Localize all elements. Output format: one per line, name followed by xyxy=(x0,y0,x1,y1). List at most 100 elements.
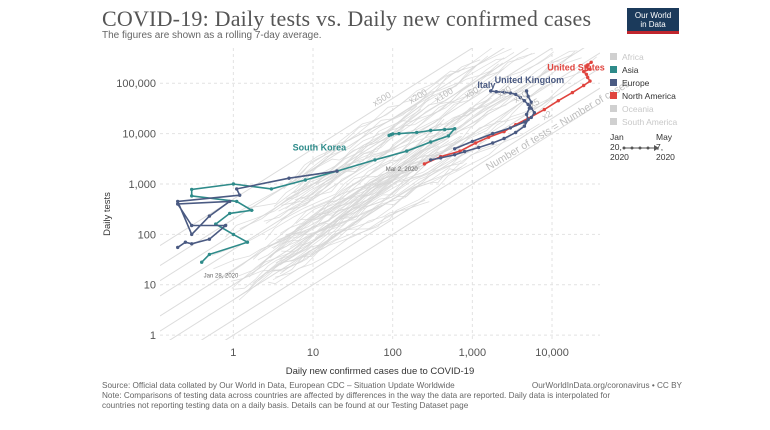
series-point xyxy=(443,127,447,132)
y-tick-label: 100 xyxy=(138,229,156,241)
x-tick-label: 100 xyxy=(384,347,402,359)
series-point xyxy=(522,120,527,124)
ratio-line xyxy=(224,102,600,340)
series-point xyxy=(238,193,242,197)
series-point xyxy=(231,232,236,237)
series-point xyxy=(303,178,307,182)
series-point xyxy=(235,187,239,191)
background-country-line xyxy=(236,95,427,213)
series-point xyxy=(207,237,212,241)
background-country-line xyxy=(231,155,437,282)
legend-item-oceania[interactable]: Oceania xyxy=(610,102,677,115)
background-country-line xyxy=(291,48,512,206)
ratio-line-label: x2 xyxy=(540,109,553,122)
series-point xyxy=(491,141,495,145)
background-country-line xyxy=(248,159,443,278)
series-point xyxy=(524,112,529,117)
series-point xyxy=(542,107,546,112)
series-point xyxy=(269,187,274,191)
legend-swatch xyxy=(610,66,617,73)
background-country-lines xyxy=(211,48,597,301)
x-tick-label: 1,000 xyxy=(459,347,487,359)
series-point xyxy=(489,89,493,93)
series-point xyxy=(397,131,401,136)
time-start-year: 2020 xyxy=(610,152,629,162)
y-tick-label: 1,000 xyxy=(128,179,156,191)
series-line[interactable] xyxy=(454,90,536,150)
legend-label: South America xyxy=(622,116,678,127)
grid-lines xyxy=(160,48,600,340)
chart-title: COVID-19: Daily tests vs. Daily new conf… xyxy=(102,6,592,31)
background-country-line xyxy=(258,123,540,268)
ratio-line-label: x5 xyxy=(528,96,541,109)
series-point xyxy=(582,83,586,88)
legend-item-europe[interactable]: Europe xyxy=(610,76,677,89)
series-point xyxy=(458,149,462,153)
series-point xyxy=(532,111,537,115)
legend-item-north-america[interactable]: North America xyxy=(610,89,677,102)
series-point xyxy=(429,128,433,133)
owid-logo[interactable]: Our World in Data xyxy=(627,8,679,34)
series-point xyxy=(474,141,478,145)
series-point xyxy=(429,140,433,144)
background-country-line xyxy=(252,60,560,284)
y-tick-label: 100,000 xyxy=(116,78,156,90)
legend-item-africa[interactable]: Africa xyxy=(610,50,677,63)
legend-swatch xyxy=(610,118,617,125)
time-end-day: 7, xyxy=(656,142,664,152)
background-country-line xyxy=(284,48,492,187)
series-point xyxy=(589,60,593,64)
series-point xyxy=(176,199,180,204)
series-point xyxy=(524,89,529,93)
series-point xyxy=(429,158,433,162)
series-label: Italy xyxy=(477,80,495,90)
logo-line-2: in Data xyxy=(640,20,666,29)
source-url[interactable]: OurWorldInData.org/coronavirus • CC BY xyxy=(531,381,682,390)
series-point xyxy=(250,208,254,212)
series-point xyxy=(190,232,194,237)
series-line[interactable] xyxy=(190,127,457,263)
x-tick-label: 10,000 xyxy=(535,347,569,359)
series-point xyxy=(502,136,506,141)
ratio-line xyxy=(160,48,506,267)
series-point xyxy=(176,245,180,250)
background-country-line xyxy=(286,57,505,200)
series-point xyxy=(207,252,212,257)
date-annotation: Jan 28, 2020 xyxy=(204,274,239,280)
background-country-line xyxy=(295,151,439,224)
legend-item-asia[interactable]: Asia xyxy=(610,63,677,76)
time-start-day: 20, xyxy=(610,142,622,152)
series-point xyxy=(446,134,451,138)
note-line-2: countries not reporting testing data on … xyxy=(102,401,469,410)
time-end-month: May xyxy=(656,132,673,142)
background-country-line xyxy=(289,94,527,248)
background-country-line xyxy=(294,63,499,201)
series-point xyxy=(529,106,533,110)
series-point xyxy=(207,214,212,218)
series-point xyxy=(526,94,530,99)
series-point xyxy=(228,211,232,216)
background-country-line xyxy=(252,99,490,260)
series-point xyxy=(582,69,586,74)
series-point xyxy=(508,126,513,130)
logo-line-1: Our World xyxy=(634,11,672,20)
background-country-line xyxy=(318,92,502,216)
legend-item-south-america[interactable]: South America xyxy=(610,115,677,128)
time-start-month: Jan xyxy=(610,132,624,142)
series-point xyxy=(223,223,228,228)
legend-label: Africa xyxy=(622,51,644,62)
series-point xyxy=(228,199,232,204)
series-point xyxy=(529,115,533,120)
background-country-line xyxy=(283,108,422,190)
chart-subtitle: The figures are shown as a rolling 7-day… xyxy=(102,30,322,41)
background-country-line xyxy=(285,82,487,210)
series-point xyxy=(570,90,575,95)
series-point xyxy=(422,162,427,166)
series-point xyxy=(453,127,457,131)
series-point xyxy=(453,153,457,157)
series-point xyxy=(522,124,527,128)
series-point xyxy=(522,99,527,103)
ratio-line xyxy=(200,87,600,340)
date-annotation: Mar 2, 2020 xyxy=(386,167,419,173)
